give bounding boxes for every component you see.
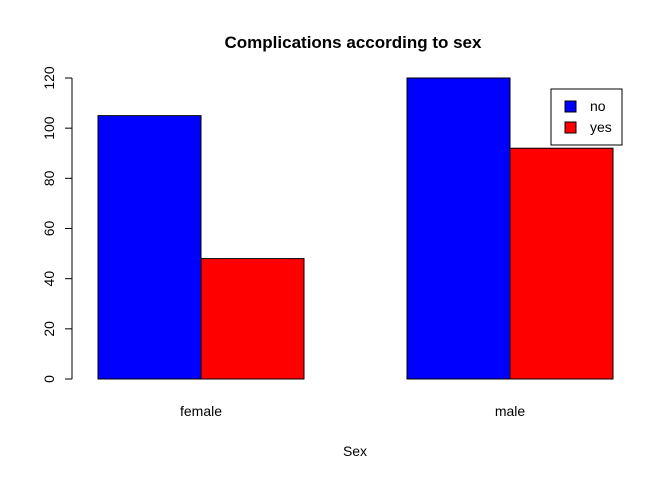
legend-label-yes: yes (590, 119, 612, 135)
x-tick-label: male (495, 403, 526, 419)
bar-male-no (406, 77, 511, 380)
y-tick-label: 0 (41, 375, 57, 383)
legend-swatch-yes (564, 121, 577, 134)
y-tick-label: 40 (41, 271, 57, 287)
legend: no yes (550, 88, 623, 146)
legend-label-no: no (590, 98, 606, 114)
chart-title: Complications according to sex (225, 33, 482, 52)
bar-female-yes (200, 258, 305, 380)
y-tick-label: 60 (41, 221, 57, 237)
bar-female-no (97, 115, 202, 380)
y-tick-label: 20 (41, 321, 57, 337)
legend-box (550, 88, 623, 146)
legend-swatch-no (564, 100, 577, 113)
x-tick-labels: female male (180, 403, 525, 419)
bars-group (97, 77, 614, 380)
y-tick-label: 100 (41, 116, 57, 140)
x-axis-label: Sex (343, 443, 367, 459)
bar-male-yes (509, 147, 614, 380)
y-tick-label: 80 (41, 170, 57, 186)
y-axis: 0 20 40 60 80 100 120 (41, 66, 73, 383)
y-tick-label: 120 (41, 66, 57, 90)
x-tick-label: female (180, 403, 222, 419)
